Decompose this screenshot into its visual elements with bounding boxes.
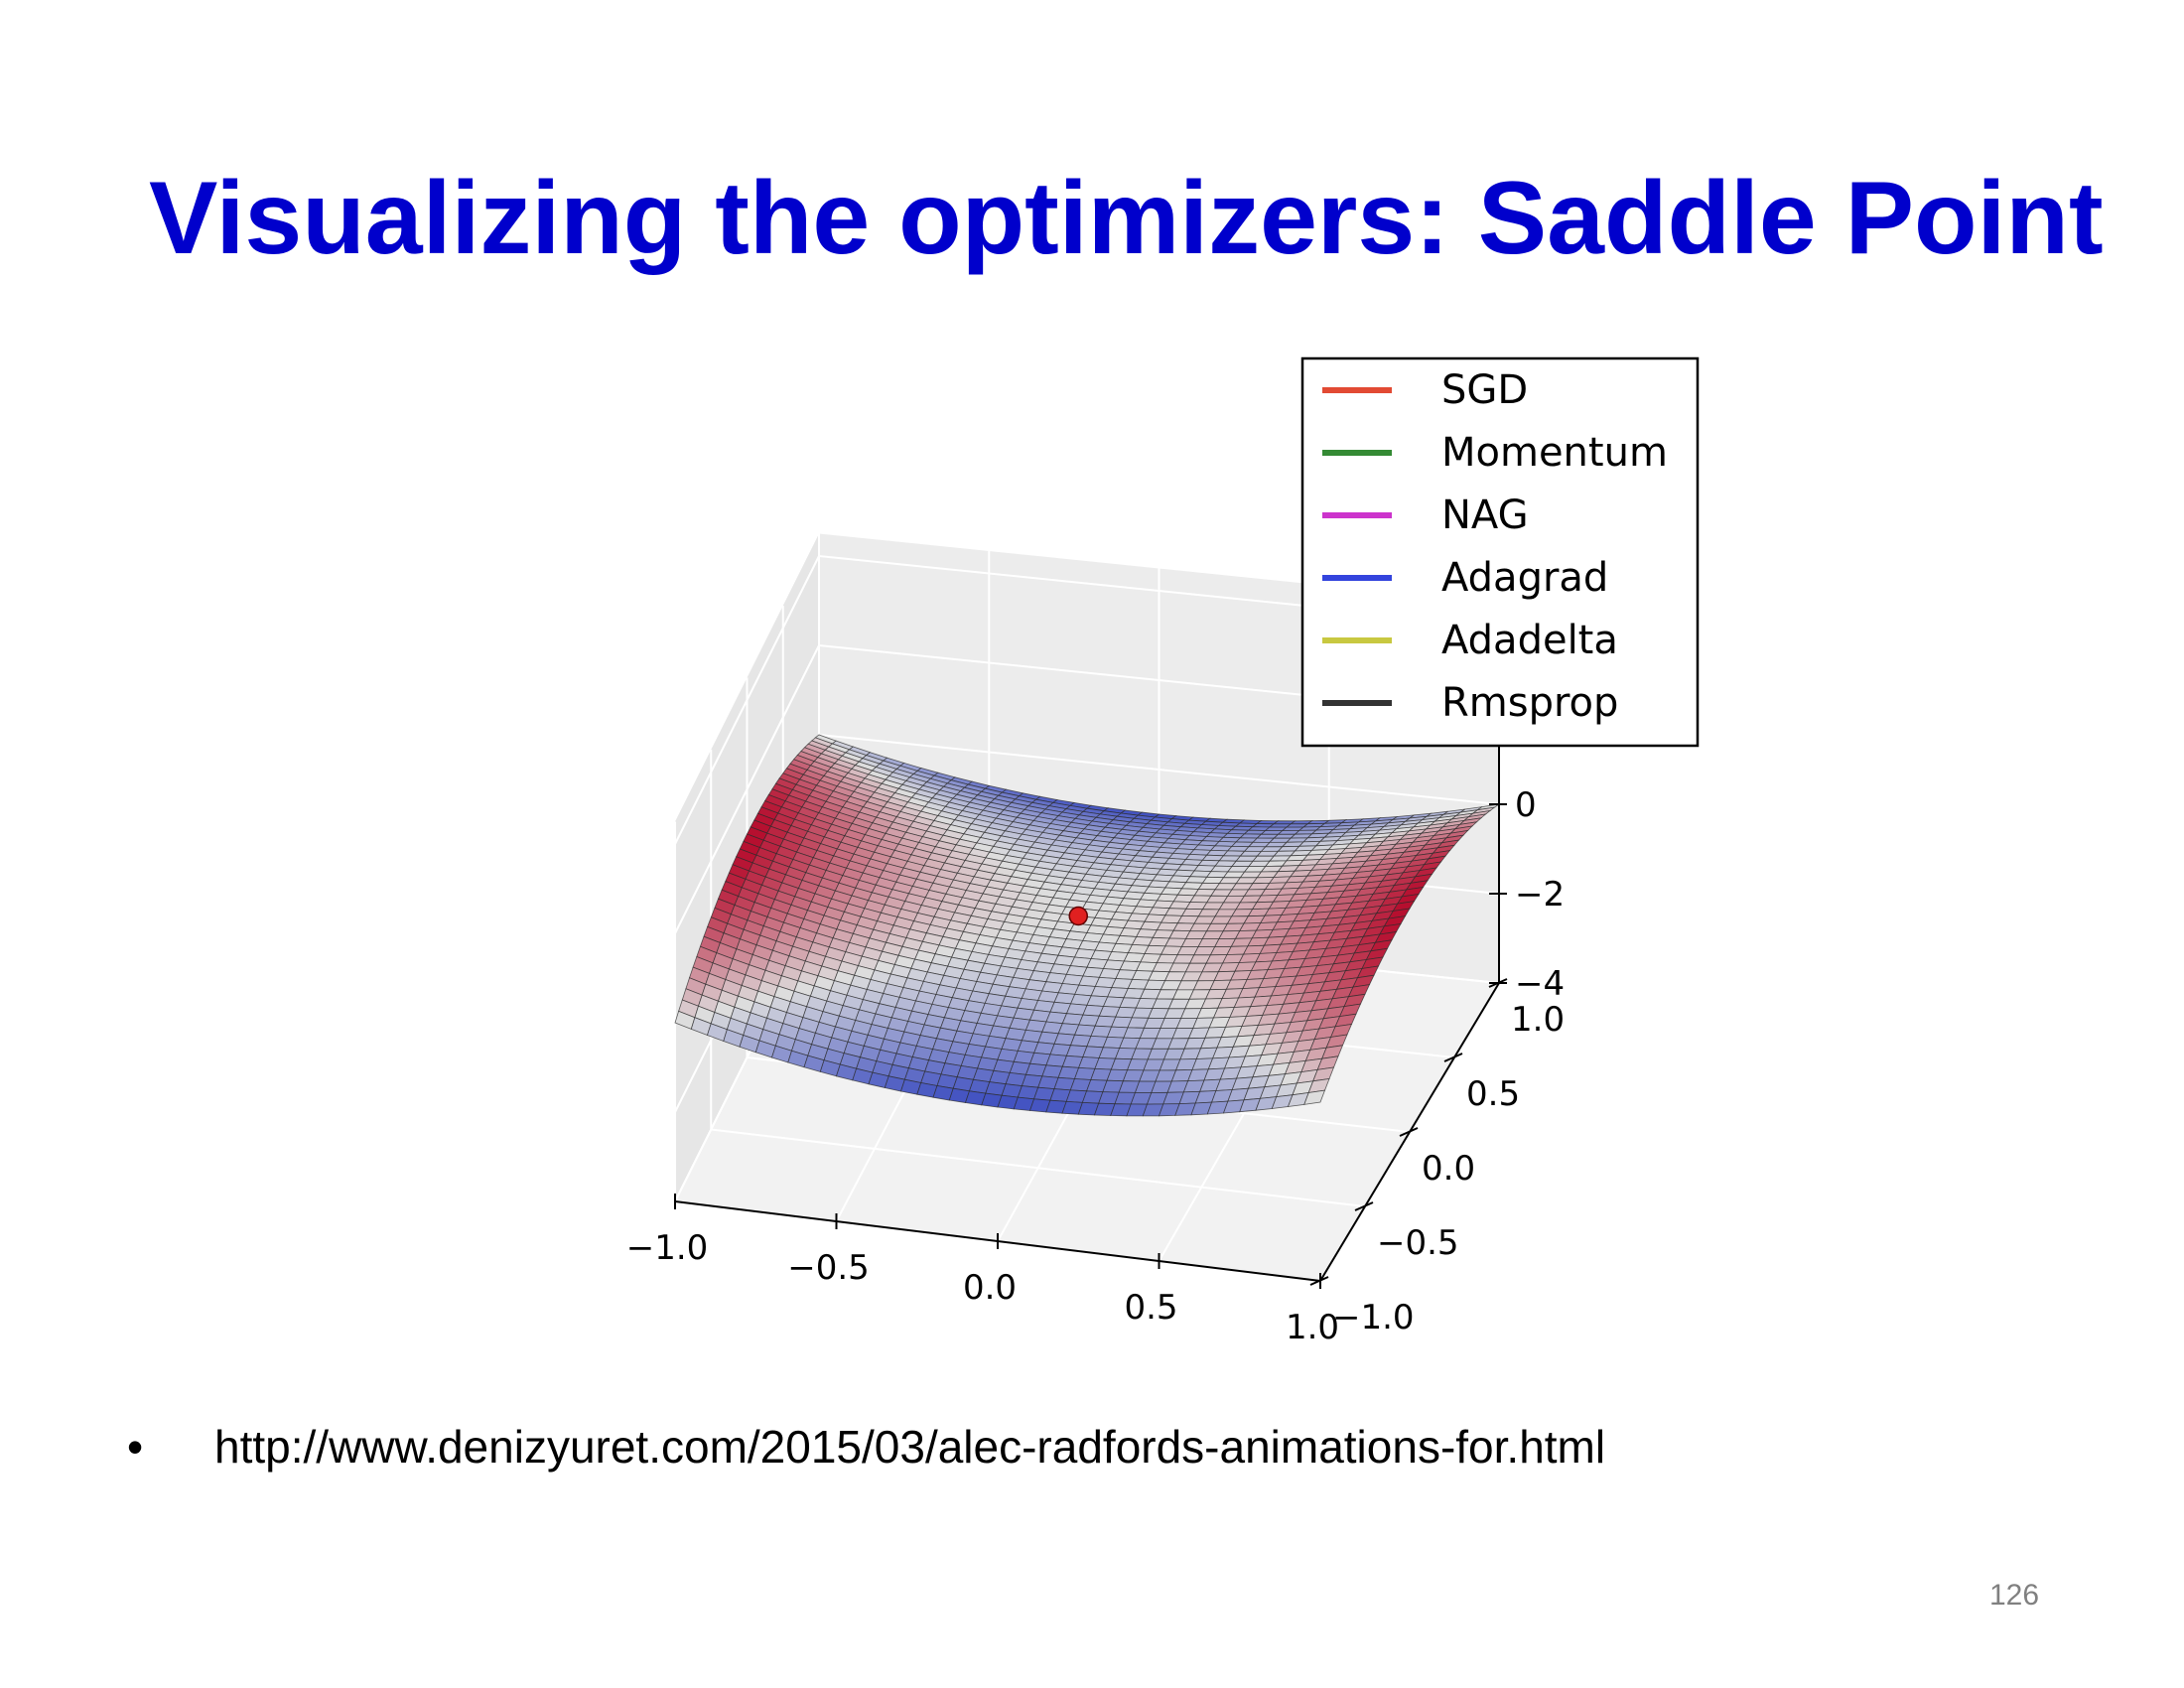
legend-box: [1300, 356, 1700, 748]
y-tick-label: −0.5: [1377, 1223, 1459, 1263]
surface-mesh: [674, 734, 1500, 1117]
y-tick: [1443, 1053, 1463, 1062]
legend-label: Momentum: [1441, 430, 1668, 476]
z-tick-label: −4: [1515, 964, 1565, 1004]
y-tick-label: 1.0: [1511, 1000, 1565, 1040]
z-tick-label: 0: [1515, 785, 1537, 825]
reference-link[interactable]: http://www.denizyuret.com/2015/03/alec-r…: [214, 1421, 1606, 1473]
axis-lines-and-ticks: −1.0 −0.5 0.0 0.5 1.0−1.0−0.50.00.51.0−4−20: [626, 603, 1565, 1347]
y-tick: [1309, 1276, 1329, 1286]
z-tick-label: −2: [1515, 875, 1565, 914]
x-tick-label: −1.0: [626, 1228, 709, 1268]
y-tick-label: 0.5: [1466, 1074, 1520, 1114]
surface-cell: [1303, 1089, 1326, 1105]
slide-title: Visualizing the optimizers: Saddle Point: [149, 161, 2104, 276]
legend: SGD Momentum NAG Adagrad Adadelta Rmsprop: [1300, 356, 1700, 748]
left-gridline-z: [674, 644, 820, 934]
y-tick: [1399, 1127, 1419, 1137]
legend-label: Adadelta: [1441, 618, 1618, 663]
back-gridline-z: [818, 734, 1500, 805]
x-tick-label: −0.5: [787, 1248, 870, 1288]
legend-label: NAG: [1441, 492, 1529, 538]
legend-label: SGD: [1441, 367, 1528, 413]
y-tick: [1354, 1201, 1374, 1211]
legend-label: Rmsprop: [1441, 680, 1618, 726]
reference-bullet: • http://www.denizyuret.com/2015/03/alec-…: [127, 1420, 1605, 1474]
left-gridline-z: [674, 555, 820, 845]
x-tick-label: 0.0: [963, 1268, 1017, 1308]
y-tick-label: 0.0: [1422, 1149, 1475, 1189]
saddle-point-marker: [1068, 906, 1088, 926]
floor-gridline-y: [711, 1128, 1366, 1207]
y-tick-label: −1.0: [1332, 1298, 1415, 1337]
x-tick-label: 0.5: [1124, 1288, 1177, 1328]
bullet-symbol: •: [127, 1421, 144, 1473]
surface-points: [1068, 906, 1088, 926]
x-tick-label: 1.0: [1286, 1308, 1339, 1347]
legend-label: Adagrad: [1441, 555, 1608, 601]
page-number: 126: [1989, 1579, 2040, 1612]
